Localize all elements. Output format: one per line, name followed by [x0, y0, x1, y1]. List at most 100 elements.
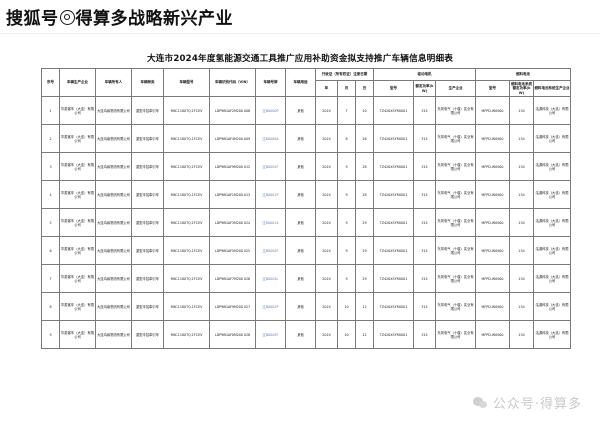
cell-vehicle-model: MKC1180TQ.1FCEV: [163, 320, 210, 350]
cell-day: 29: [354, 264, 375, 294]
cell-fuelcell-power: 134: [509, 208, 535, 238]
site-brand[interactable]: 搜狐号 得算多战略新兴产业: [6, 4, 233, 29]
col-header-use-nature: 车辆用途: [285, 67, 316, 98]
cell-vin: LDP9BGAF3M200 024: [209, 208, 256, 238]
cell-month: 9: [337, 236, 356, 266]
cell-year: 2024: [315, 124, 338, 154]
cell-fuelcell-maker: 洺源科技（大连）有限公司: [533, 292, 572, 322]
cell-vin: LDP9BGAF9M200 012: [209, 152, 256, 182]
cell-vehicle-type: 重型半挂牵引车: [131, 320, 164, 350]
col-header-vehicle-type: 车辆种类: [131, 67, 164, 98]
cell-month: 8: [337, 124, 356, 154]
col-header-owner: 车辆所有人: [95, 67, 132, 98]
vehicle-subsidy-table: 序号 车辆生产企业 车辆所有人 车辆种类 车辆型号 车辆识别代码（VIN） 车辆…: [41, 67, 572, 350]
cell-fuelcell-maker: 洺源科技（大连）有限公司: [533, 152, 572, 182]
cell-day: 29: [354, 236, 375, 266]
cell-motor-maker: 东风电气（十堰）实业有限公司: [435, 292, 477, 322]
brand-suffix: 得算多战略新兴产业: [75, 9, 233, 29]
cell-motor-model: TZ420XSYR0001: [373, 124, 415, 154]
cell-year: 2024: [315, 292, 338, 322]
col-header-fuelcell-power: 燃料电池系统额定功率(kW): [509, 79, 535, 98]
cell-manufacturer: 华菱客车（大连）有限公司: [59, 124, 96, 154]
cell-motor-power: 315: [413, 96, 437, 126]
cell-month: 9: [337, 264, 356, 294]
cell-owner: 大连鸿缘物流有限公司: [95, 124, 132, 154]
cell-month: 9: [337, 152, 356, 182]
cell-fuelcell-model: MFPD-W0900: [475, 152, 511, 182]
cell-fuelcell-power: 134: [509, 320, 535, 350]
cell-motor-model: TZ420XSYR0001: [373, 96, 415, 126]
cell-manufacturer: 华菱客车（大连）有限公司: [59, 208, 96, 238]
col-header-month: 月: [337, 79, 356, 98]
cell-motor-maker: 东风电气（十堰）实业有限公司: [435, 152, 477, 182]
group-header-fuel-cell: 燃料电池: [475, 68, 572, 81]
col-header-motor-power: 额定功率(kW): [413, 79, 437, 98]
cell-fuelcell-power: 134: [509, 180, 535, 210]
col-header-fuelcell-model: 型号: [475, 79, 511, 98]
cell-manufacturer: 华菱客车（大连）有限公司: [59, 320, 96, 350]
cell-use-nature: 其他: [285, 96, 316, 126]
table-head: 序号 车辆生产企业 车辆所有人 车辆种类 车辆型号 车辆识别代码（VIN） 车辆…: [41, 67, 572, 98]
cell-owner: 大连鸿缘物流有限公司: [95, 152, 132, 182]
cell-month: 9: [337, 180, 356, 210]
cell-index: 6: [41, 236, 60, 266]
document-title: 大连市2024年度氢能源交通工具推广应用补助资金拟支持推广车辆信息明细表: [146, 54, 454, 64]
cell-vin: LDP9BGAF0M200 028: [209, 320, 256, 350]
cell-fuelcell-model: MFPD-W0900: [475, 264, 511, 294]
table-row: 9 华菱客车（大连）有限公司 大连鸿缘物流有限公司 重型半挂牵引车 MKC1180TQ.…: [41, 320, 572, 350]
cell-manufacturer: 华菱客车（大连）有限公司: [59, 96, 96, 126]
cell-year: 2024: [315, 96, 338, 126]
cell-fuelcell-model: MFPD-W0900: [475, 320, 511, 350]
cell-fuelcell-model: MFPD-W0900: [475, 180, 511, 210]
brand-prefix: 搜狐号: [6, 9, 59, 29]
wechat-icon: [472, 396, 488, 409]
col-header-motor-model: 型号: [373, 79, 415, 98]
cell-motor-power: 315: [413, 208, 437, 238]
cell-motor-maker: 东风电气（十堰）实业有限公司: [435, 320, 477, 350]
document-sheet: 大连市2024年度氢能源交通工具推广应用补助资金拟支持推广车辆信息明细表 序号 …: [0, 34, 600, 426]
cell-owner: 大连鸿缘物流有限公司: [95, 180, 132, 210]
table-row: 7 华菱客车（大连）有限公司 大连鸿缘物流有限公司 重型半挂牵引车 MKC1180TQ.…: [41, 264, 572, 294]
table-row: 3 华菱客车（大连）有限公司 大连鸿缘物流有限公司 重型半挂牵引车 MKC1180TQ.…: [41, 152, 572, 182]
cell-fuelcell-power: 134: [509, 292, 535, 322]
cell-fuelcell-power: 134: [509, 96, 535, 126]
cell-vehicle-type: 重型半挂牵引车: [131, 96, 164, 126]
cell-fuelcell-model: MFPD-W0900: [475, 292, 511, 322]
cell-vehicle-type: 重型半挂牵引车: [131, 264, 164, 294]
cell-use-nature: 其他: [285, 152, 316, 182]
cell-vehicle-model: MKC1180TQ.1FCEV: [163, 124, 210, 154]
cell-motor-power: 315: [413, 292, 437, 322]
cell-motor-maker: 东风电气（十堰）实业有限公司: [435, 236, 477, 266]
cell-motor-maker: 东风电气（十堰）实业有限公司: [435, 96, 477, 126]
col-header-day: 日: [354, 79, 375, 98]
cell-owner: 大连鸿缘物流有限公司: [95, 236, 132, 266]
cell-use-nature: 其他: [285, 320, 316, 350]
cell-vin: LDP9BGAF7M200 026: [209, 264, 256, 294]
cell-motor-maker: 东风电气（十堰）实业有限公司: [435, 180, 477, 210]
cell-vin: LDP9BGAF9M200 027: [209, 292, 256, 322]
wechat-watermark: 公众号·得算多: [472, 393, 582, 412]
vehicle-table-wrapper: 序号 车辆生产企业 车辆所有人 车辆种类 车辆型号 车辆识别代码（VIN） 车辆…: [41, 67, 572, 350]
header-sub-row: 年 月 日 型号 额定功率(kW) 生产企业 型号 燃料电池系统额定功率(kW)…: [42, 79, 572, 98]
cell-motor-maker: 东风电气（十堰）实业有限公司: [435, 264, 477, 294]
cell-motor-power: 315: [413, 264, 437, 294]
cell-month: 9: [337, 208, 356, 238]
cell-year: 2024: [315, 264, 338, 294]
cell-motor-power: 315: [413, 180, 437, 210]
cell-year: 2024: [315, 236, 338, 266]
cell-vehicle-type: 重型半挂牵引车: [131, 292, 164, 322]
cell-motor-maker: 东风电气（十堰）实业有限公司: [435, 208, 477, 238]
cell-year: 2024: [315, 320, 338, 350]
cell-fuelcell-maker: 洺源科技（大连）有限公司: [533, 180, 572, 210]
cell-index: 7: [41, 264, 60, 294]
cell-index: 9: [41, 320, 60, 350]
cell-fuelcell-model: MFPD-W0900: [475, 236, 511, 266]
cell-year: 2024: [315, 208, 338, 238]
cell-vehicle-type: 重型半挂牵引车: [131, 236, 164, 266]
cell-use-nature: 其他: [285, 236, 316, 266]
cell-motor-model: TZ420XSYR0001: [373, 320, 415, 350]
cell-use-nature: 其他: [285, 180, 316, 210]
watermark-text: 公众号·得算多: [492, 397, 582, 412]
cell-index: 8: [41, 292, 60, 322]
cell-owner: 大连鸿缘物流有限公司: [95, 292, 132, 322]
